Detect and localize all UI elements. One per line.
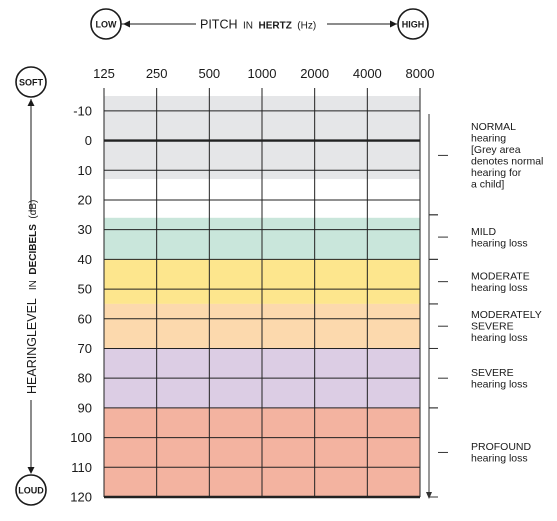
y-tick-10: 10 bbox=[78, 163, 92, 178]
decibel-axis-caption: SOFT HEARINGLEVEL IN DECIBELS (dB) LOUD bbox=[15, 66, 47, 506]
y-tick-40: 40 bbox=[78, 252, 92, 267]
loud-label: LOUD bbox=[18, 486, 44, 496]
decibel-axis-title: HEARINGLEVEL IN DECIBELS (dB) bbox=[25, 200, 39, 394]
arrow-left-icon bbox=[123, 20, 130, 28]
pitch-axis-caption: LOW PITCH IN HERTZ (Hz) HIGH bbox=[90, 8, 429, 40]
y-tick-100: 100 bbox=[70, 430, 92, 445]
y-tick-50: 50 bbox=[78, 282, 92, 297]
category-label-1: MILD hearing loss bbox=[471, 226, 528, 250]
decibel-tick-labels: -10 0 10 20 30 40 50 60 70 80 90 100 110 120 bbox=[70, 103, 92, 504]
category-label-4: SEVERE hearing loss bbox=[471, 367, 528, 391]
hearing-loss-categories: NORMAL hearing [Grey area denotes normal hea… bbox=[426, 114, 543, 499]
y-tick-20: 20 bbox=[78, 192, 92, 207]
category-label-5: PROFOUND hearing loss bbox=[471, 441, 532, 465]
y-tick-110: 110 bbox=[71, 460, 92, 475]
category-label-2: MODERATE hearing loss bbox=[471, 270, 530, 294]
x-tick-250: 250 bbox=[146, 66, 168, 81]
y-tick-70: 70 bbox=[78, 341, 92, 356]
high-label: HIGH bbox=[402, 20, 425, 30]
y-tick-120: 120 bbox=[70, 490, 92, 505]
high-circle bbox=[397, 8, 429, 40]
x-tick-1000: 1000 bbox=[248, 66, 277, 81]
y-tick-60: 60 bbox=[78, 311, 92, 326]
x-tick-500: 500 bbox=[198, 66, 220, 81]
category-label-3: MODERATELY SEVERE hearing loss bbox=[471, 309, 542, 344]
y-tick--10: -10 bbox=[73, 103, 92, 118]
low-label: LOW bbox=[96, 20, 117, 30]
frequency-tick-labels: 125 250 500 1000 2000 4000 8000 bbox=[93, 66, 434, 81]
y-tick-80: 80 bbox=[78, 371, 92, 386]
soft-circle bbox=[15, 66, 47, 98]
y-tick-90: 90 bbox=[78, 400, 92, 415]
x-tick-2000: 2000 bbox=[300, 66, 329, 81]
soft-label: SOFT bbox=[19, 78, 44, 88]
y-tick-30: 30 bbox=[78, 222, 92, 237]
x-tick-8000: 8000 bbox=[406, 66, 435, 81]
arrow-down-icon bbox=[426, 492, 432, 499]
category-label-0: NORMAL hearing [Grey area denotes normal hea… bbox=[471, 121, 543, 191]
arrow-down-icon bbox=[27, 467, 35, 474]
loud-circle bbox=[15, 474, 47, 506]
arrow-up-icon bbox=[27, 99, 35, 106]
audiogram-grid bbox=[103, 88, 421, 499]
x-tick-4000: 4000 bbox=[353, 66, 382, 81]
pitch-axis-title: PITCH IN HERTZ (Hz) bbox=[200, 18, 316, 32]
y-tick-0: 0 bbox=[85, 133, 92, 148]
arrow-right-icon bbox=[390, 20, 397, 28]
x-tick-125: 125 bbox=[93, 66, 115, 81]
